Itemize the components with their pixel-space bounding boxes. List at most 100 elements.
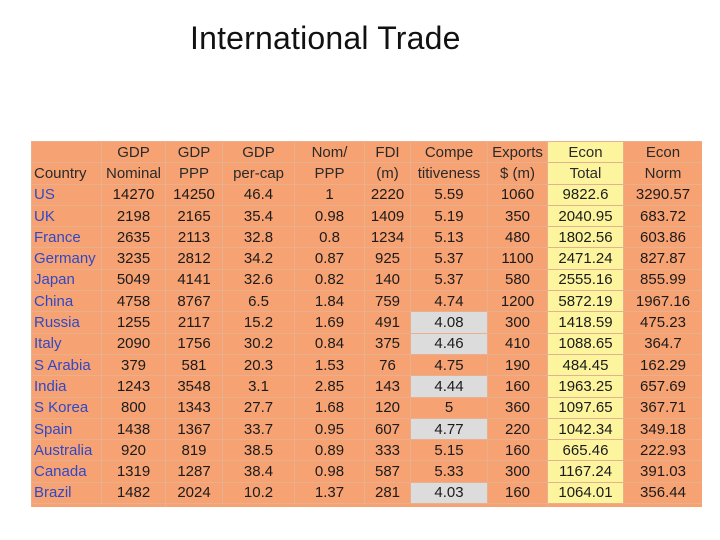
country-cell: Australia (31, 439, 102, 462)
column-header-gdp-ppp: GDP (165, 141, 223, 164)
table-row: Japan 5049 4141 32.6 0.82 140 5.37 580 2555.16 85… (31, 268, 702, 292)
country-cell: India (31, 375, 102, 398)
cell-gdp-nominal: 2198 (101, 204, 166, 228)
country-cell: Canada (31, 460, 102, 483)
cell-gdp-per-cap: 35.4 (222, 204, 295, 228)
cell-gdp-per-cap: 46.4 (222, 183, 295, 206)
cell-gdp-nominal: 1319 (101, 460, 166, 483)
table-row: S Korea 800 1343 27.7 1.68 120 5 360 1097.65 367.… (31, 396, 702, 419)
cell-econ-total: 1088.65 (547, 332, 624, 355)
cell-gdp-ppp: 3548 (165, 375, 223, 398)
cell-exports: 360 (487, 396, 548, 419)
cell-econ-norm: 364.7 (623, 332, 702, 355)
cell-competitiveness: 4.74 (410, 290, 488, 313)
table-row: Germany 3235 2812 34.2 0.87 925 5.37 1100 2471.2… (31, 247, 702, 270)
cell-gdp-per-cap: 30.2 (222, 332, 295, 355)
cell-gdp-nominal: 920 (101, 439, 166, 462)
column-header-fdi: FDI (364, 141, 411, 164)
cell-competitiveness: 5.59 (410, 183, 488, 206)
cell-nom-ppp: 0.98 (294, 460, 365, 483)
cell-exports: 1100 (487, 247, 548, 270)
cell-exports: 580 (487, 268, 548, 292)
cell-gdp-nominal: 800 (101, 396, 166, 419)
cell-exports: 160 (487, 375, 548, 398)
column-header-competitiveness: titiveness (410, 162, 488, 185)
cell-econ-total: 1064.01 (547, 481, 624, 505)
cell-nom-ppp: 1 (294, 183, 365, 206)
country-cell: S Korea (31, 396, 102, 419)
country-cell: S Arabia (31, 353, 102, 377)
cell-competitiveness: 4.08 (410, 311, 488, 334)
cell-gdp-per-cap: 38.5 (222, 439, 295, 462)
column-header-nom-ppp: PPP (294, 162, 365, 185)
table-row: France 2635 2113 32.8 0.8 1234 5.13 480 1802.56 6… (31, 226, 702, 249)
cell-gdp-per-cap: 6.5 (222, 290, 295, 313)
column-header-fdi: (m) (364, 162, 411, 185)
country-cell: Spain (31, 417, 102, 441)
cell-fdi: 759 (364, 290, 411, 313)
cell-gdp-nominal: 14270 (101, 183, 166, 206)
column-header-econ-total: Econ (547, 141, 624, 164)
cell-econ-norm: 603.86 (623, 226, 702, 249)
table-row: China 4758 8767 6.5 1.84 759 4.74 1200 5872.19 19… (31, 290, 702, 313)
cell-gdp-per-cap: 10.2 (222, 481, 295, 505)
country-cell: Russia (31, 311, 102, 334)
column-header-country (31, 141, 102, 164)
column-header-gdp-nominal: Nominal (101, 162, 166, 185)
cell-econ-total: 1167.24 (547, 460, 624, 483)
cell-gdp-per-cap: 27.7 (222, 396, 295, 419)
cell-nom-ppp: 0.89 (294, 439, 365, 462)
cell-exports: 410 (487, 332, 548, 355)
cell-competitiveness: 4.46 (410, 332, 488, 355)
cell-nom-ppp: 1.69 (294, 311, 365, 334)
cell-nom-ppp: 0.8 (294, 226, 365, 249)
table-row: UK 2198 2165 35.4 0.98 1409 5.19 350 2040.95 683.… (31, 204, 702, 228)
cell-gdp-ppp: 4141 (165, 268, 223, 292)
cell-econ-norm: 222.93 (623, 439, 702, 462)
cell-gdp-nominal: 1255 (101, 311, 166, 334)
cell-econ-total: 2555.16 (547, 268, 624, 292)
cell-nom-ppp: 0.87 (294, 247, 365, 270)
cell-econ-total: 1097.65 (547, 396, 624, 419)
column-header-exports: Exports (487, 141, 548, 164)
cell-exports: 1200 (487, 290, 548, 313)
cell-competitiveness: 4.77 (410, 417, 488, 441)
cell-gdp-per-cap: 34.2 (222, 247, 295, 270)
cell-nom-ppp: 1.37 (294, 481, 365, 505)
cell-gdp-per-cap: 33.7 (222, 417, 295, 441)
cell-competitiveness: 5.37 (410, 268, 488, 292)
cell-fdi: 120 (364, 396, 411, 419)
cell-econ-norm: 683.72 (623, 204, 702, 228)
cell-gdp-nominal: 1482 (101, 481, 166, 505)
cell-competitiveness: 5.37 (410, 247, 488, 270)
cell-econ-norm: 827.87 (623, 247, 702, 270)
country-cell: France (31, 226, 102, 249)
column-header-gdp-per-cap: per-cap (222, 162, 295, 185)
cell-gdp-per-cap: 38.4 (222, 460, 295, 483)
cell-econ-norm: 162.29 (623, 353, 702, 377)
cell-gdp-ppp: 2117 (165, 311, 223, 334)
cell-fdi: 2220 (364, 183, 411, 206)
cell-nom-ppp: 0.98 (294, 204, 365, 228)
cell-gdp-per-cap: 20.3 (222, 353, 295, 377)
cell-fdi: 333 (364, 439, 411, 462)
country-cell: Brazil (31, 481, 102, 505)
column-header-gdp-ppp: PPP (165, 162, 223, 185)
cell-exports: 220 (487, 417, 548, 441)
table-row: US 14270 14250 46.4 1 2220 5.59 1060 9822.6 3290.… (31, 183, 702, 206)
cell-exports: 160 (487, 481, 548, 505)
column-header-gdp-per-cap: GDP (222, 141, 295, 164)
country-cell: UK (31, 204, 102, 228)
cell-gdp-ppp: 14250 (165, 183, 223, 206)
header-row-1: GDP GDP GDP Nom/FDI Compe Exports Econ Econ (31, 141, 702, 164)
column-header-exports: $ (m) (487, 162, 548, 185)
footer-spacer (165, 503, 548, 507)
cell-nom-ppp: 0.95 (294, 417, 365, 441)
trade-table-container: GDP GDP GDP Nom/FDI Compe Exports Econ Econ Coun… (31, 141, 702, 507)
cell-econ-norm: 367.71 (623, 396, 702, 419)
cell-exports: 300 (487, 460, 548, 483)
table-row: Italy 2090 1756 30.2 0.84 375 4.46 410 1088.65 36… (31, 332, 702, 355)
cell-gdp-ppp: 1367 (165, 417, 223, 441)
cell-exports: 300 (487, 311, 548, 334)
cell-fdi: 1234 (364, 226, 411, 249)
